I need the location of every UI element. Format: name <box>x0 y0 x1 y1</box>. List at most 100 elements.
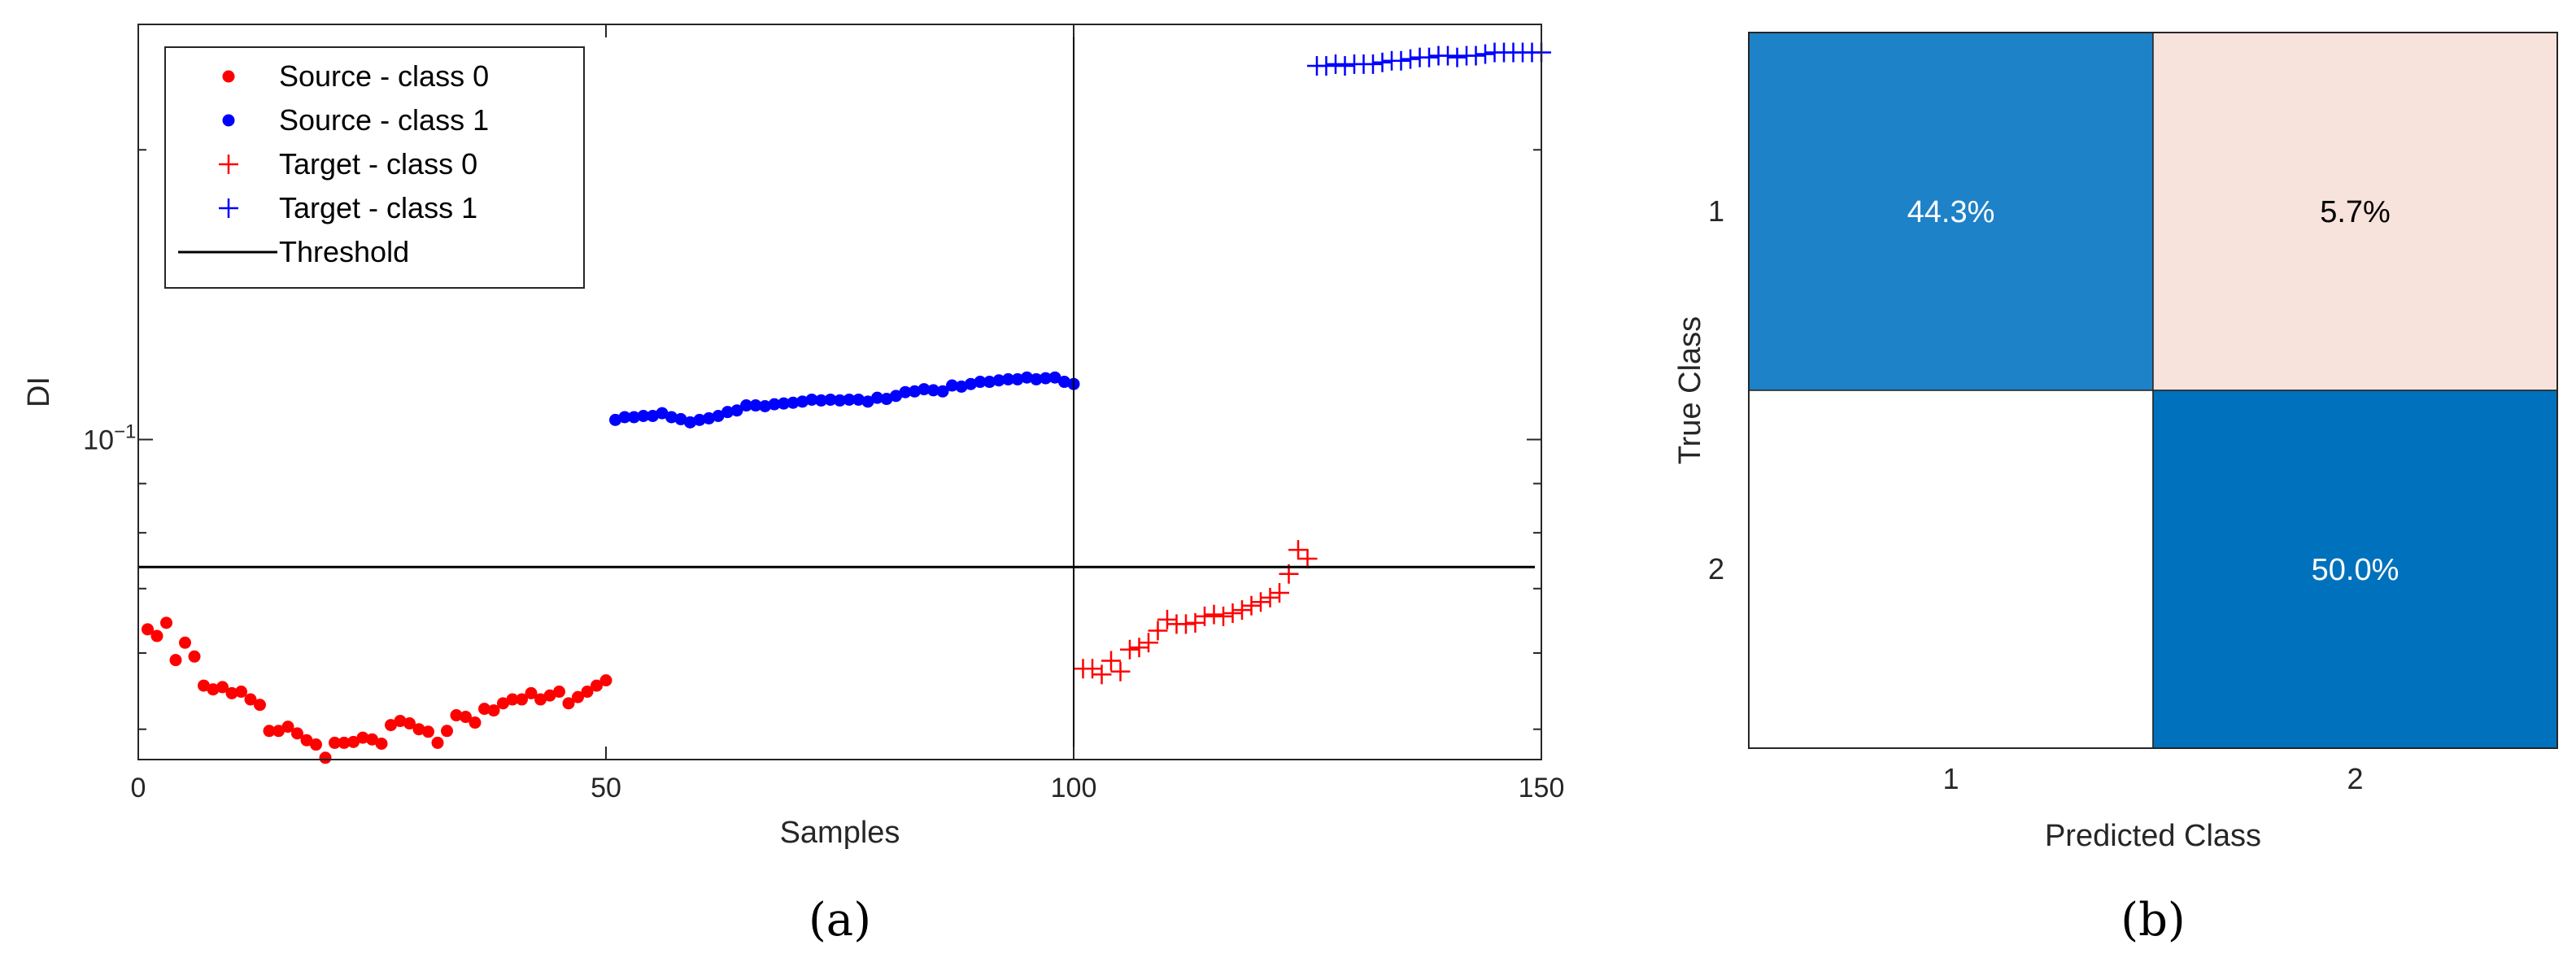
data-point <box>815 394 827 407</box>
plot-frame <box>137 24 1542 760</box>
data-point <box>1011 372 1024 385</box>
data-point <box>235 686 247 699</box>
data-point <box>1297 548 1318 568</box>
data-point <box>516 693 528 706</box>
data-point <box>300 734 313 747</box>
data-point <box>394 715 407 728</box>
data-point <box>787 396 800 409</box>
data-point <box>591 679 603 692</box>
data-point <box>1214 606 1233 626</box>
data-point <box>834 394 846 407</box>
matrix-tick-labels: 1 2 1 2 <box>1708 194 2364 795</box>
x-axis-label: Samples <box>780 816 900 850</box>
data-point <box>244 693 257 706</box>
data-point <box>478 703 490 716</box>
axis-ticks: 0 50 100 150 10 −1 <box>83 24 1564 803</box>
data-point <box>1139 633 1158 653</box>
cell-value: 44.3% <box>1907 195 1995 229</box>
data-point <box>721 406 734 419</box>
legend-label: Target - class 1 <box>279 191 477 224</box>
data-point <box>1110 661 1131 681</box>
data-point <box>1438 46 1458 66</box>
data-point <box>142 623 154 636</box>
data-point <box>310 738 322 751</box>
data-point <box>674 412 687 425</box>
legend-label: Source - class 1 <box>279 103 489 137</box>
data-point <box>955 380 968 393</box>
data-point <box>487 704 500 717</box>
x-tick-label: 50 <box>591 773 621 803</box>
data-point <box>1363 54 1383 74</box>
data-point <box>1419 47 1439 67</box>
data-point <box>703 411 715 425</box>
data-point <box>338 736 351 749</box>
matrix-cell <box>2152 32 2558 391</box>
cell-value: 5.7% <box>2320 195 2391 229</box>
data-point <box>946 379 958 392</box>
data-point <box>1223 603 1243 624</box>
data-point <box>927 384 939 397</box>
data-point <box>179 636 191 649</box>
data-point <box>329 736 341 749</box>
data-point <box>281 721 294 734</box>
legend-label: Source - class 0 <box>279 59 489 93</box>
data-point <box>899 385 912 398</box>
legend-marker <box>219 155 238 174</box>
data-point <box>936 385 949 398</box>
scatter-marks <box>142 42 1551 764</box>
data-point <box>1002 372 1014 385</box>
data-point <box>263 725 276 738</box>
data-point <box>403 717 416 730</box>
data-point <box>983 376 996 389</box>
row-label: 1 <box>1708 194 1724 228</box>
y-tick-label-base: 10 <box>83 425 114 455</box>
data-point <box>469 716 482 729</box>
data-point <box>1270 582 1289 603</box>
data-point <box>768 398 781 411</box>
col-label: 2 <box>2347 762 2363 795</box>
data-point <box>1260 587 1280 607</box>
data-point <box>1372 52 1393 72</box>
legend-label: Target - class 0 <box>279 147 477 181</box>
data-point <box>684 416 696 429</box>
data-point <box>1148 620 1168 641</box>
data-point <box>1176 614 1196 634</box>
confusion-matrix-cells: 44.3% 5.7% 50.0% <box>1748 32 2558 749</box>
data-point <box>1251 592 1271 612</box>
data-point <box>1391 50 1411 71</box>
data-point <box>1401 49 1420 69</box>
legend-marker <box>222 70 235 83</box>
data-point <box>1048 371 1061 384</box>
legend-label: Threshold <box>279 235 409 268</box>
data-point <box>759 399 771 412</box>
data-point <box>1466 46 1486 66</box>
x-tick-label: 100 <box>1051 773 1097 803</box>
data-point <box>562 697 575 710</box>
legend-box <box>164 46 585 289</box>
data-point <box>160 616 172 629</box>
y-tick-label-exponent: −1 <box>114 420 136 442</box>
data-point <box>150 629 163 642</box>
data-point <box>506 693 519 706</box>
x-tick-label: 0 <box>131 773 146 803</box>
data-point <box>805 393 818 406</box>
data-point <box>1241 595 1262 616</box>
data-point <box>525 686 538 699</box>
cell-value: 50.0% <box>2312 553 2399 587</box>
data-point <box>1092 664 1112 685</box>
data-point <box>909 385 921 398</box>
data-point <box>1204 604 1224 625</box>
data-point <box>796 395 809 408</box>
data-point <box>572 690 584 703</box>
data-point <box>441 725 453 738</box>
data-point <box>412 723 425 736</box>
data-point <box>918 383 931 396</box>
data-point <box>366 733 378 746</box>
data-point <box>1335 55 1355 76</box>
data-point <box>880 393 893 406</box>
legend-marker <box>222 114 235 127</box>
data-point <box>319 751 332 764</box>
data-point <box>581 686 594 699</box>
data-point <box>497 697 509 710</box>
